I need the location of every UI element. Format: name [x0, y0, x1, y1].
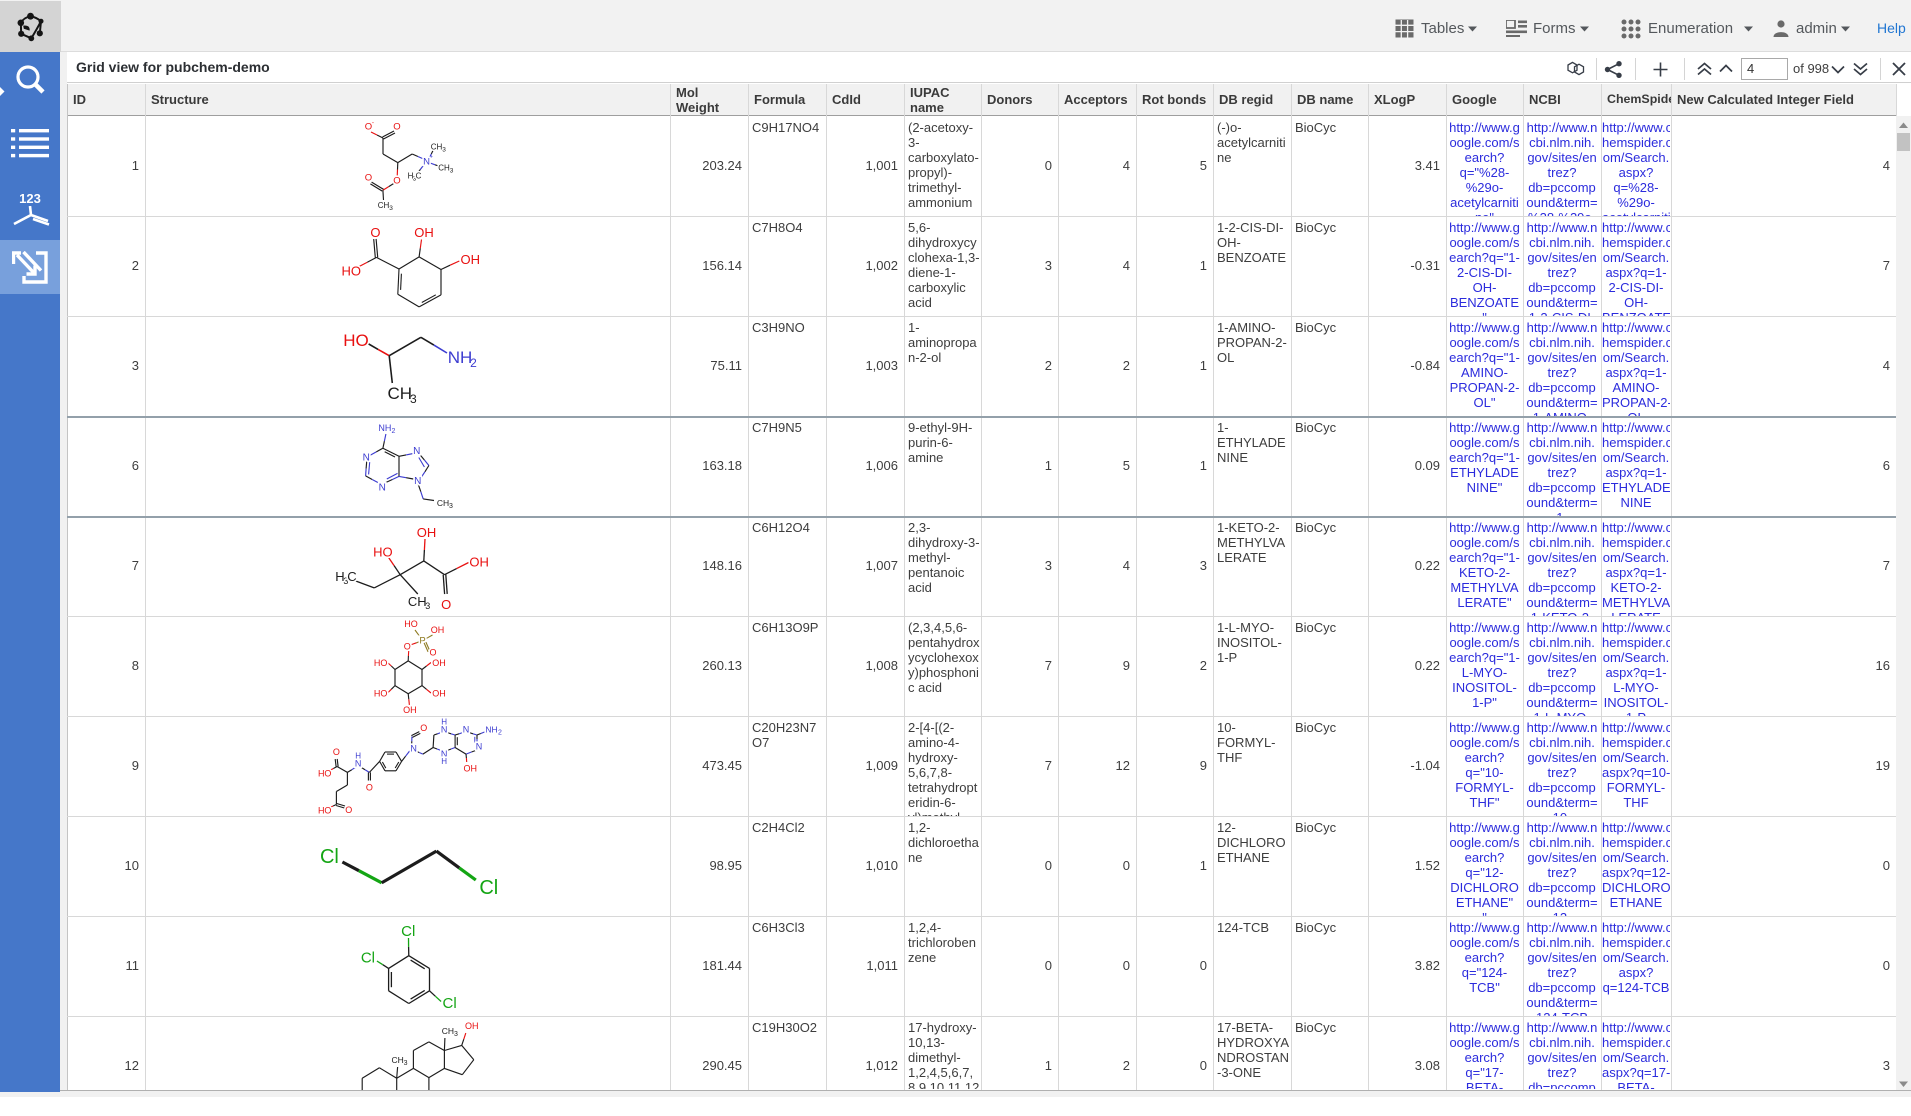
svg-text:O: O	[441, 597, 451, 612]
svg-text:O: O	[420, 723, 427, 733]
svg-text:NH: NH	[448, 348, 473, 367]
svg-text:NH: NH	[485, 725, 497, 735]
svg-text:Cl: Cl	[320, 846, 339, 868]
svg-text:CH: CH	[408, 594, 427, 609]
svg-text:3: 3	[389, 205, 393, 212]
svg-text:P: P	[419, 636, 425, 647]
svg-text:CH: CH	[438, 164, 450, 173]
svg-text:3: 3	[449, 503, 453, 510]
svg-text:3: 3	[404, 1060, 408, 1067]
svg-text:CH: CH	[378, 201, 390, 210]
svg-text:N: N	[410, 744, 417, 754]
svg-text:H: H	[441, 718, 447, 727]
svg-text:2: 2	[498, 730, 502, 737]
svg-text:2: 2	[391, 428, 395, 435]
svg-text:O: O	[429, 648, 436, 658]
svg-text:OH: OH	[465, 1021, 479, 1031]
svg-text:CH: CH	[442, 1026, 454, 1036]
svg-text:Cl: Cl	[401, 923, 415, 940]
svg-text:H: H	[355, 752, 361, 761]
svg-text:N: N	[476, 742, 483, 752]
svg-text:CH: CH	[388, 384, 413, 403]
svg-text:Cl: Cl	[479, 877, 498, 899]
svg-text:HO: HO	[318, 806, 332, 816]
svg-text:OH: OH	[463, 764, 477, 774]
svg-text:O: O	[393, 122, 400, 133]
svg-text:OH: OH	[432, 658, 446, 668]
svg-text:OH: OH	[461, 252, 481, 267]
svg-text:+: +	[429, 155, 433, 161]
svg-text:OH: OH	[469, 555, 489, 570]
svg-text:CH: CH	[437, 498, 449, 508]
svg-text:N: N	[414, 476, 421, 487]
svg-text:Cl: Cl	[443, 995, 457, 1012]
svg-text:O: O	[365, 173, 372, 184]
svg-text:HO: HO	[373, 545, 393, 560]
svg-text:C: C	[416, 172, 422, 181]
svg-text:3: 3	[425, 601, 430, 611]
svg-text:OH: OH	[432, 689, 446, 699]
svg-text:H: H	[441, 757, 447, 766]
svg-text:O: O	[345, 805, 352, 815]
svg-text:O: O	[333, 747, 340, 757]
svg-text:NH: NH	[378, 423, 391, 433]
svg-text:3: 3	[410, 392, 417, 406]
svg-text:C: C	[347, 569, 356, 584]
svg-text:N: N	[363, 453, 370, 464]
svg-text:3: 3	[442, 147, 446, 154]
svg-text:OH: OH	[414, 225, 434, 240]
svg-text:OH: OH	[417, 525, 437, 540]
svg-text:HO: HO	[374, 689, 388, 699]
svg-text:Cl: Cl	[361, 950, 375, 967]
svg-text:3: 3	[454, 1031, 458, 1038]
svg-text:OH: OH	[403, 705, 417, 715]
svg-text:O: O	[404, 642, 411, 652]
svg-text:N: N	[463, 725, 470, 735]
svg-text:N: N	[379, 483, 386, 494]
svg-text:3: 3	[450, 168, 454, 175]
svg-text:HO: HO	[318, 769, 332, 779]
svg-text:O: O	[393, 176, 400, 187]
svg-text:CH: CH	[431, 143, 443, 152]
svg-text:CH: CH	[391, 1055, 403, 1065]
svg-text:2: 2	[470, 356, 477, 370]
svg-text:OH: OH	[431, 625, 445, 635]
svg-text:HO: HO	[404, 619, 418, 629]
svg-text:HO: HO	[341, 264, 361, 279]
svg-text:O: O	[366, 783, 373, 793]
svg-text:HO: HO	[374, 658, 388, 668]
svg-text:N: N	[413, 446, 420, 457]
svg-text:-: -	[372, 120, 374, 127]
svg-text:HO: HO	[343, 331, 369, 350]
svg-text:O: O	[370, 225, 380, 240]
